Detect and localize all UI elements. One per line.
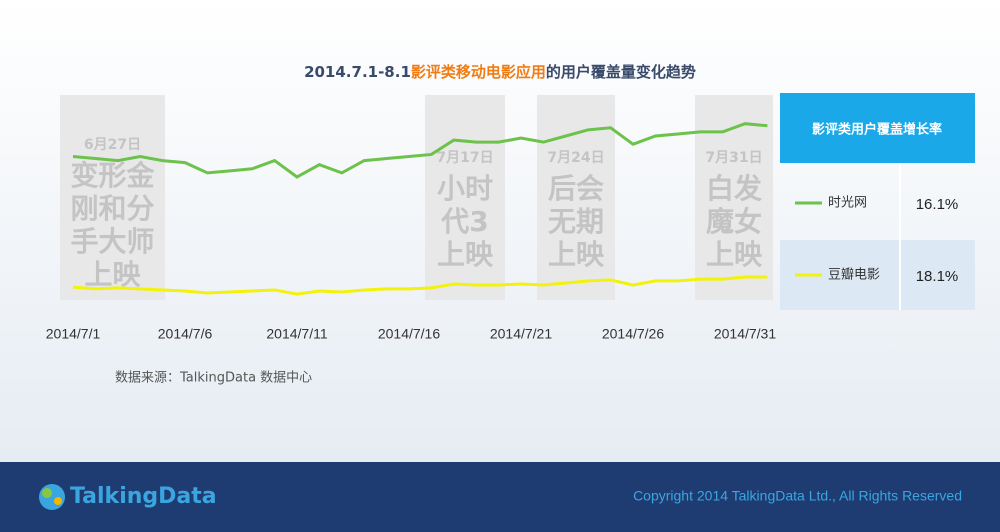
plot: 2014/7/1 2014/7/6 2014/7/11 2014/7/16 2014/7…	[46, 122, 776, 342]
annotation-text: 后会	[548, 172, 604, 205]
annotation-text: 手大师	[70, 225, 154, 258]
x-tick-label: 2014/7/26	[602, 326, 664, 342]
annotation-text: 上映	[706, 238, 763, 271]
chart-title: 2014.7.1-8.1影评类移动电影应用的用户覆盖量变化趋势	[304, 63, 696, 81]
annotation-text: 变形金	[70, 159, 155, 192]
annotation-text: 魔女	[706, 205, 762, 238]
annotation-box	[425, 95, 505, 300]
growth-value: 18.1%	[916, 268, 959, 285]
x-tick-label: 2014/7/1	[46, 326, 101, 342]
annotation-box	[60, 95, 165, 300]
footer-bar	[0, 462, 1000, 532]
annotation-date: 7月17日	[436, 150, 493, 166]
annotations: 6月27日变形金刚和分手大师上映7月17日小时代3上映7月24日后会无期上映7月…	[60, 95, 773, 300]
logo: TalkingData	[70, 484, 217, 509]
x-tick-label: 2014/7/11	[266, 326, 327, 342]
title-highlight: 影评类移动电影应用	[411, 63, 546, 81]
annotation-text: 小时	[437, 172, 493, 205]
annotation-text: 上映	[548, 238, 605, 271]
annotation-text: 上映	[84, 258, 141, 291]
table-header: 影评类用户覆盖增长率	[812, 122, 942, 138]
x-tick-label: 2014/7/21	[490, 326, 552, 342]
annotation-text: 白发	[706, 172, 762, 205]
annotation-text: 刚和分	[70, 192, 154, 225]
x-tick-label: 2014/7/6	[158, 326, 213, 342]
table-header-bg	[780, 93, 975, 163]
annotation-text: 代3	[440, 205, 488, 238]
x-tick-label: 2014/7/31	[714, 326, 776, 342]
growth-value: 16.1%	[916, 196, 959, 213]
title-prefix: 2014.7.1-8.1	[304, 63, 411, 81]
copyright: Copyright 2014 TalkingData Ltd., All Rig…	[633, 488, 962, 504]
legend-label: 时光网	[828, 196, 867, 211]
annotation-date: 7月24日	[547, 150, 604, 166]
legend-label: 豆瓣电影	[828, 268, 880, 283]
series-line	[72, 275, 768, 296]
annotation-date: 6月27日	[84, 137, 141, 153]
annotation-text: 无期	[548, 205, 604, 238]
source: 数据来源：TalkingData 数据中心	[115, 371, 312, 386]
growth-table: 时光网 16.1% 豆瓣电影 18.1%	[795, 196, 958, 285]
title-suffix: 的用户覆盖量变化趋势	[546, 63, 696, 81]
annotation-date: 7月31日	[705, 150, 762, 166]
series-line	[72, 122, 768, 179]
logo-icon	[39, 484, 65, 510]
x-tick-label: 2014/7/16	[378, 326, 440, 342]
annotation-text: 上映	[437, 238, 494, 271]
